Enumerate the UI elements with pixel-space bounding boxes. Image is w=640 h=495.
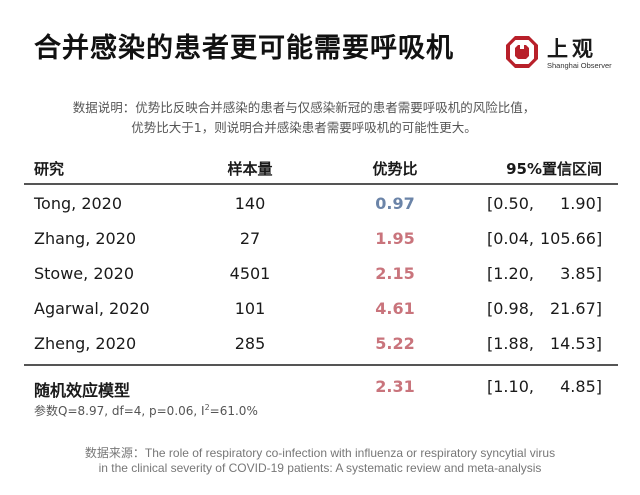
study-name: Agarwal, 2020	[34, 299, 150, 318]
params-prefix: 参数Q=8.97, df=4, p=0.06, I	[34, 404, 205, 418]
data-note-line-1: 数据说明：优势比反映合并感染的患者与仅感染新冠的患者需要呼吸机的风险比值，	[72, 100, 536, 115]
logo-name: 上观	[547, 37, 597, 61]
header-confidence-interval: 95%置信区间	[506, 160, 602, 178]
odds-ratio: 1.95	[375, 229, 415, 248]
study-name: Zhang, 2020	[34, 229, 137, 248]
odds-ratio: 4.61	[375, 299, 415, 318]
study-name: Tong, 2020	[34, 194, 123, 213]
ci-upper: 105.66]	[540, 229, 603, 248]
header-odds-ratio: 优势比	[372, 160, 418, 178]
params-suffix: =61.0%	[209, 404, 258, 418]
params-superscript: 2	[204, 403, 210, 412]
sample-size: 285	[234, 334, 266, 353]
odds-ratio: 5.22	[375, 334, 415, 353]
study-name: Stowe, 2020	[34, 264, 135, 283]
publisher-logo: 上观 Shanghai Observer	[505, 35, 617, 71]
ci-upper: 1.90]	[560, 194, 602, 213]
ci-lower: [1.88,	[487, 334, 534, 353]
logo-subtitle: Shanghai Observer	[547, 61, 612, 70]
model-odds-ratio: 2.31	[375, 377, 415, 396]
model-label: 随机效应模型	[34, 381, 131, 400]
model-parameters: 参数Q=8.97, df=4, p=0.06, I2=61.0%	[34, 402, 258, 419]
ci-upper: 3.85]	[560, 264, 602, 283]
model-ci-lower: [1.10,	[487, 377, 534, 396]
study-name: Zheng, 2020	[34, 334, 137, 353]
data-note-line-2: 优势比大于1，则说明合并感染患者需要呼吸机的可能性更大。	[131, 120, 477, 135]
sample-size: 140	[234, 194, 266, 213]
ci-upper: 21.67]	[549, 299, 602, 318]
sample-size: 4501	[229, 264, 271, 283]
sample-size: 101	[234, 299, 266, 318]
ci-upper: 14.53]	[549, 334, 602, 353]
octagon-logo-icon	[506, 36, 538, 68]
source-line-2: in the clinical severity of COVID-19 pat…	[98, 461, 542, 475]
header-sample-size: 样本量	[227, 160, 273, 178]
odds-ratio: 0.97	[375, 194, 415, 213]
model-divider	[24, 364, 618, 366]
ci-lower: [0.04,	[487, 229, 534, 248]
header-study: 研究	[34, 160, 65, 178]
ci-lower: [1.20,	[487, 264, 534, 283]
header-divider	[24, 183, 618, 185]
odds-ratio: 2.15	[375, 264, 415, 283]
sample-size: 27	[239, 229, 261, 248]
page-title: 合并感染的患者更可能需要呼吸机	[34, 33, 454, 64]
model-ci-upper: 4.85]	[560, 377, 602, 396]
source-line-1: 数据来源：The role of respiratory co-infectio…	[84, 446, 556, 460]
ci-lower: [0.98,	[487, 299, 534, 318]
ci-lower: [0.50,	[487, 194, 534, 213]
